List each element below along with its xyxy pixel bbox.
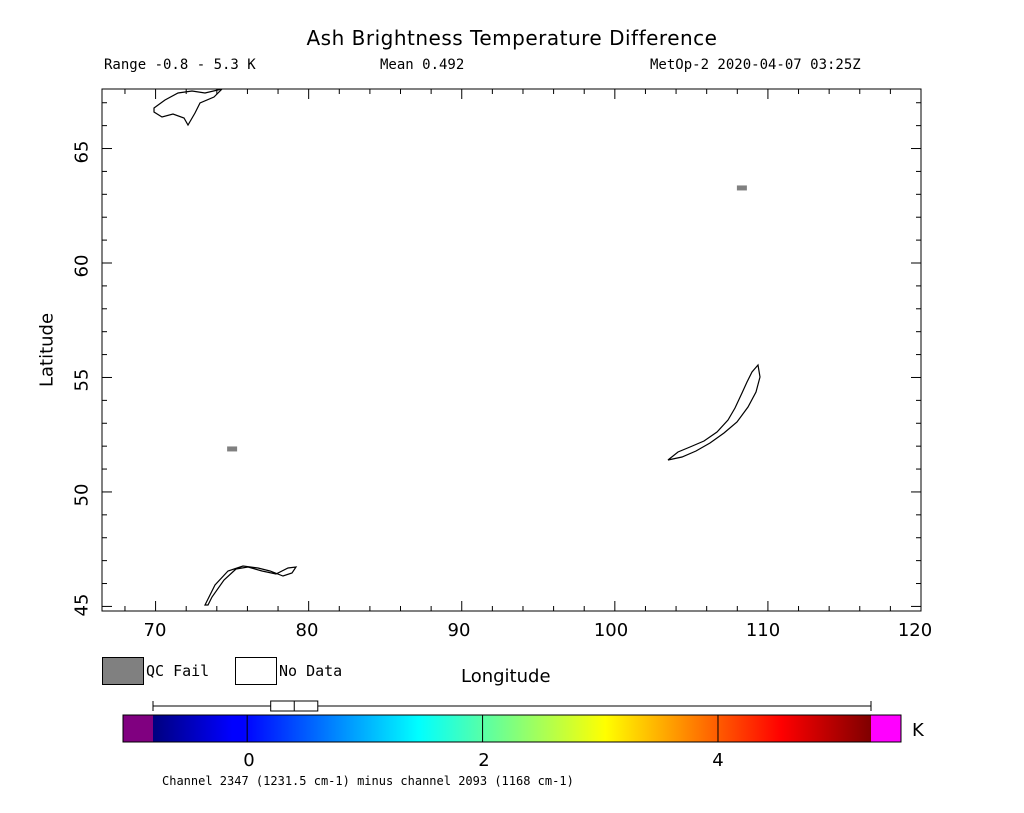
colorbar-tick-label: 0	[243, 750, 255, 771]
satellite-time-label: MetOp-2 2020-04-07 03:25Z	[650, 57, 861, 73]
x-tick-label: 70	[143, 620, 167, 641]
figure-title: Ash Brightness Temperature Difference	[306, 26, 718, 50]
mean-label: Mean 0.492	[380, 57, 465, 73]
y-tick-label: 45	[71, 593, 93, 617]
coastline-northwest	[153, 89, 223, 127]
no-data-swatch	[235, 657, 277, 685]
qc-fail-swatch	[102, 657, 144, 685]
swath-image	[227, 185, 747, 452]
plot-frame	[101, 88, 922, 612]
distribution-boxplot	[152, 700, 872, 712]
range-label: Range -0.8 - 5.3 K	[104, 57, 256, 73]
y-tick-label: 55	[71, 368, 93, 392]
channel-footnote: Channel 2347 (1231.5 cm-1) minus channel…	[162, 774, 574, 788]
qc-fail-pixel	[736, 185, 747, 191]
no-data-label: No Data	[279, 662, 343, 680]
colorbar-over	[871, 715, 901, 742]
y-tick-label: 50	[71, 483, 93, 507]
colorbar-gradient	[153, 715, 871, 742]
x-tick-label: 110	[745, 620, 781, 641]
lake-balkhash	[204, 565, 298, 606]
colorbar-under	[123, 715, 153, 742]
lake-baikal	[667, 363, 761, 461]
y-tick-label: 65	[71, 140, 93, 164]
x-tick-label: 80	[295, 620, 319, 641]
x-tick-label: 120	[897, 620, 933, 641]
colorbar-tick-label: 4	[712, 750, 724, 771]
y-tick-label: 60	[71, 254, 93, 278]
axis-ticks	[102, 89, 922, 611]
x-axis-label: Longitude	[461, 666, 551, 687]
y-axis-label: Latitude	[36, 312, 58, 388]
qc-fail-label: QC Fail	[146, 662, 210, 680]
colorbar-ticks	[246, 715, 719, 742]
colorbar-frame	[122, 714, 902, 743]
colorbar-tick-label: 2	[478, 750, 490, 771]
colorbar-unit: K	[912, 720, 924, 741]
qc-fail-pixel	[227, 446, 238, 452]
x-tick-label: 100	[593, 620, 629, 641]
x-tick-label: 90	[447, 620, 471, 641]
coastline-layer	[153, 89, 761, 606]
